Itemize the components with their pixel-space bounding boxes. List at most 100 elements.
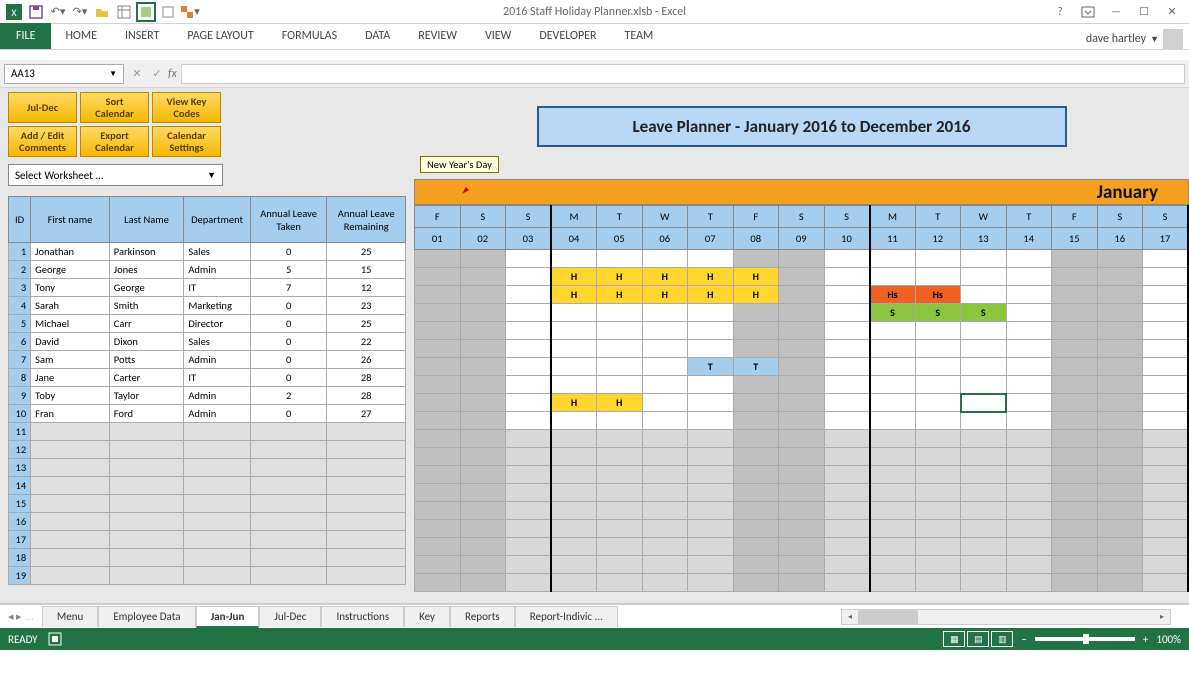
calendar-cell[interactable] — [1006, 394, 1052, 412]
calendar-cell[interactable] — [824, 484, 870, 502]
normal-view-icon[interactable]: ▦ — [943, 631, 965, 647]
calendar-cell[interactable] — [642, 538, 688, 556]
redo-icon[interactable]: ↷▾ — [70, 2, 90, 22]
table-row[interactable]: 12 — [9, 441, 406, 459]
calendar-cell[interactable] — [506, 520, 552, 538]
user-account[interactable]: dave hartley ▼ — [1086, 29, 1189, 49]
calendar-cell[interactable] — [870, 394, 916, 412]
calendar-cell[interactable] — [506, 412, 552, 430]
calendar-cell[interactable] — [961, 538, 1007, 556]
calendar-cell[interactable]: H — [733, 286, 779, 304]
calendar-cell[interactable] — [824, 268, 870, 286]
calendar-row[interactable] — [415, 538, 1189, 556]
calendar-cell[interactable] — [597, 520, 643, 538]
calendar-cell[interactable] — [870, 250, 916, 268]
calendar-cell[interactable] — [1097, 322, 1143, 340]
jul-dec-button[interactable]: Jul-Dec — [8, 92, 77, 123]
calendar-cell[interactable] — [688, 502, 734, 520]
calendar-cell[interactable] — [688, 448, 734, 466]
calendar-cell[interactable] — [733, 484, 779, 502]
calendar-cell[interactable] — [961, 484, 1007, 502]
calendar-cell[interactable] — [415, 250, 461, 268]
calendar-cell[interactable] — [915, 376, 961, 394]
calendar-cell[interactable] — [1006, 466, 1052, 484]
zoom-level[interactable]: 100% — [1156, 633, 1181, 646]
calendar-cell[interactable] — [1143, 340, 1189, 358]
calendar-cell[interactable] — [1006, 340, 1052, 358]
sheet-tab[interactable]: Reports — [450, 606, 515, 627]
calendar-cell[interactable] — [870, 412, 916, 430]
calendar-cell[interactable] — [642, 394, 688, 412]
page-layout-view-icon[interactable]: ▤ — [967, 631, 989, 647]
calendar-cell[interactable] — [1143, 412, 1189, 430]
calendar-cell[interactable] — [460, 448, 506, 466]
calendar-cell[interactable] — [733, 250, 779, 268]
calendar-cell[interactable] — [1143, 250, 1189, 268]
calendar-cell[interactable] — [961, 412, 1007, 430]
calendar-cell[interactable] — [506, 574, 552, 592]
calendar-cell[interactable] — [915, 538, 961, 556]
calendar-cell[interactable] — [1052, 502, 1098, 520]
calendar-cell[interactable] — [688, 484, 734, 502]
calendar-cell[interactable] — [415, 286, 461, 304]
calendar-cell[interactable] — [1143, 484, 1189, 502]
calendar-cell[interactable] — [733, 502, 779, 520]
calendar-cell[interactable] — [1006, 268, 1052, 286]
calendar-cell[interactable] — [597, 322, 643, 340]
ribbon-tab-review[interactable]: REVIEW — [404, 23, 471, 49]
calendar-cell[interactable] — [415, 466, 461, 484]
sheet-tab[interactable]: Key — [404, 606, 450, 627]
calendar-cell[interactable]: T — [688, 358, 734, 376]
calendar-cell[interactable] — [688, 520, 734, 538]
calendar-cell[interactable] — [597, 574, 643, 592]
calendar-cell[interactable] — [415, 304, 461, 322]
calendar-cell[interactable] — [551, 484, 597, 502]
calendar-cell[interactable] — [870, 484, 916, 502]
calendar-cell[interactable] — [915, 448, 961, 466]
calendar-cell[interactable] — [1097, 250, 1143, 268]
table-row[interactable]: 13 — [9, 459, 406, 477]
calendar-cell[interactable]: Hs — [870, 286, 916, 304]
calendar-cell[interactable] — [551, 430, 597, 448]
calendar-cell[interactable] — [415, 484, 461, 502]
calendar-row[interactable]: HHHHHHsHs — [415, 286, 1189, 304]
calendar-row[interactable]: TT — [415, 358, 1189, 376]
calendar-cell[interactable] — [779, 430, 825, 448]
view-buttons[interactable]: ▦ ▤ ▥ — [943, 631, 1013, 647]
table-row[interactable]: 15 — [9, 495, 406, 513]
calendar-cell[interactable] — [961, 250, 1007, 268]
calendar-cell[interactable] — [824, 538, 870, 556]
calendar-cell[interactable] — [642, 574, 688, 592]
calendar-cell[interactable] — [415, 448, 461, 466]
calendar-cell[interactable] — [870, 556, 916, 574]
calendar-cell[interactable] — [870, 466, 916, 484]
export-calendar-button[interactable]: Export Calendar — [80, 126, 149, 157]
calendar-cell[interactable] — [961, 394, 1007, 412]
enter-formula-icon[interactable]: ✓ — [148, 65, 166, 83]
calendar-cell[interactable] — [642, 250, 688, 268]
calendar-cell[interactable] — [733, 412, 779, 430]
calendar-cell[interactable] — [915, 322, 961, 340]
calendar-cell[interactable] — [1097, 304, 1143, 322]
help-icon[interactable]: ? — [1049, 3, 1071, 21]
calendar-cell[interactable] — [415, 340, 461, 358]
calendar-cell[interactable] — [961, 376, 1007, 394]
calendar-cell[interactable] — [506, 430, 552, 448]
calendar-cell[interactable] — [597, 430, 643, 448]
sheet-tab[interactable]: Jul-Dec — [259, 606, 321, 627]
calendar-row[interactable] — [415, 520, 1189, 538]
table-row[interactable]: 11 — [9, 423, 406, 441]
calendar-cell[interactable] — [1052, 556, 1098, 574]
calendar-cell[interactable] — [1143, 448, 1189, 466]
calendar-cell[interactable] — [597, 448, 643, 466]
calendar-cell[interactable] — [1052, 448, 1098, 466]
calendar-cell[interactable] — [779, 394, 825, 412]
calendar-cell[interactable] — [642, 430, 688, 448]
formula-input[interactable] — [181, 64, 1185, 84]
calendar-row[interactable] — [415, 502, 1189, 520]
calendar-cell[interactable]: S — [961, 304, 1007, 322]
calendar-cell[interactable] — [551, 322, 597, 340]
calendar-cell[interactable] — [551, 520, 597, 538]
calendar-cell[interactable] — [870, 430, 916, 448]
calendar-cell[interactable] — [733, 520, 779, 538]
